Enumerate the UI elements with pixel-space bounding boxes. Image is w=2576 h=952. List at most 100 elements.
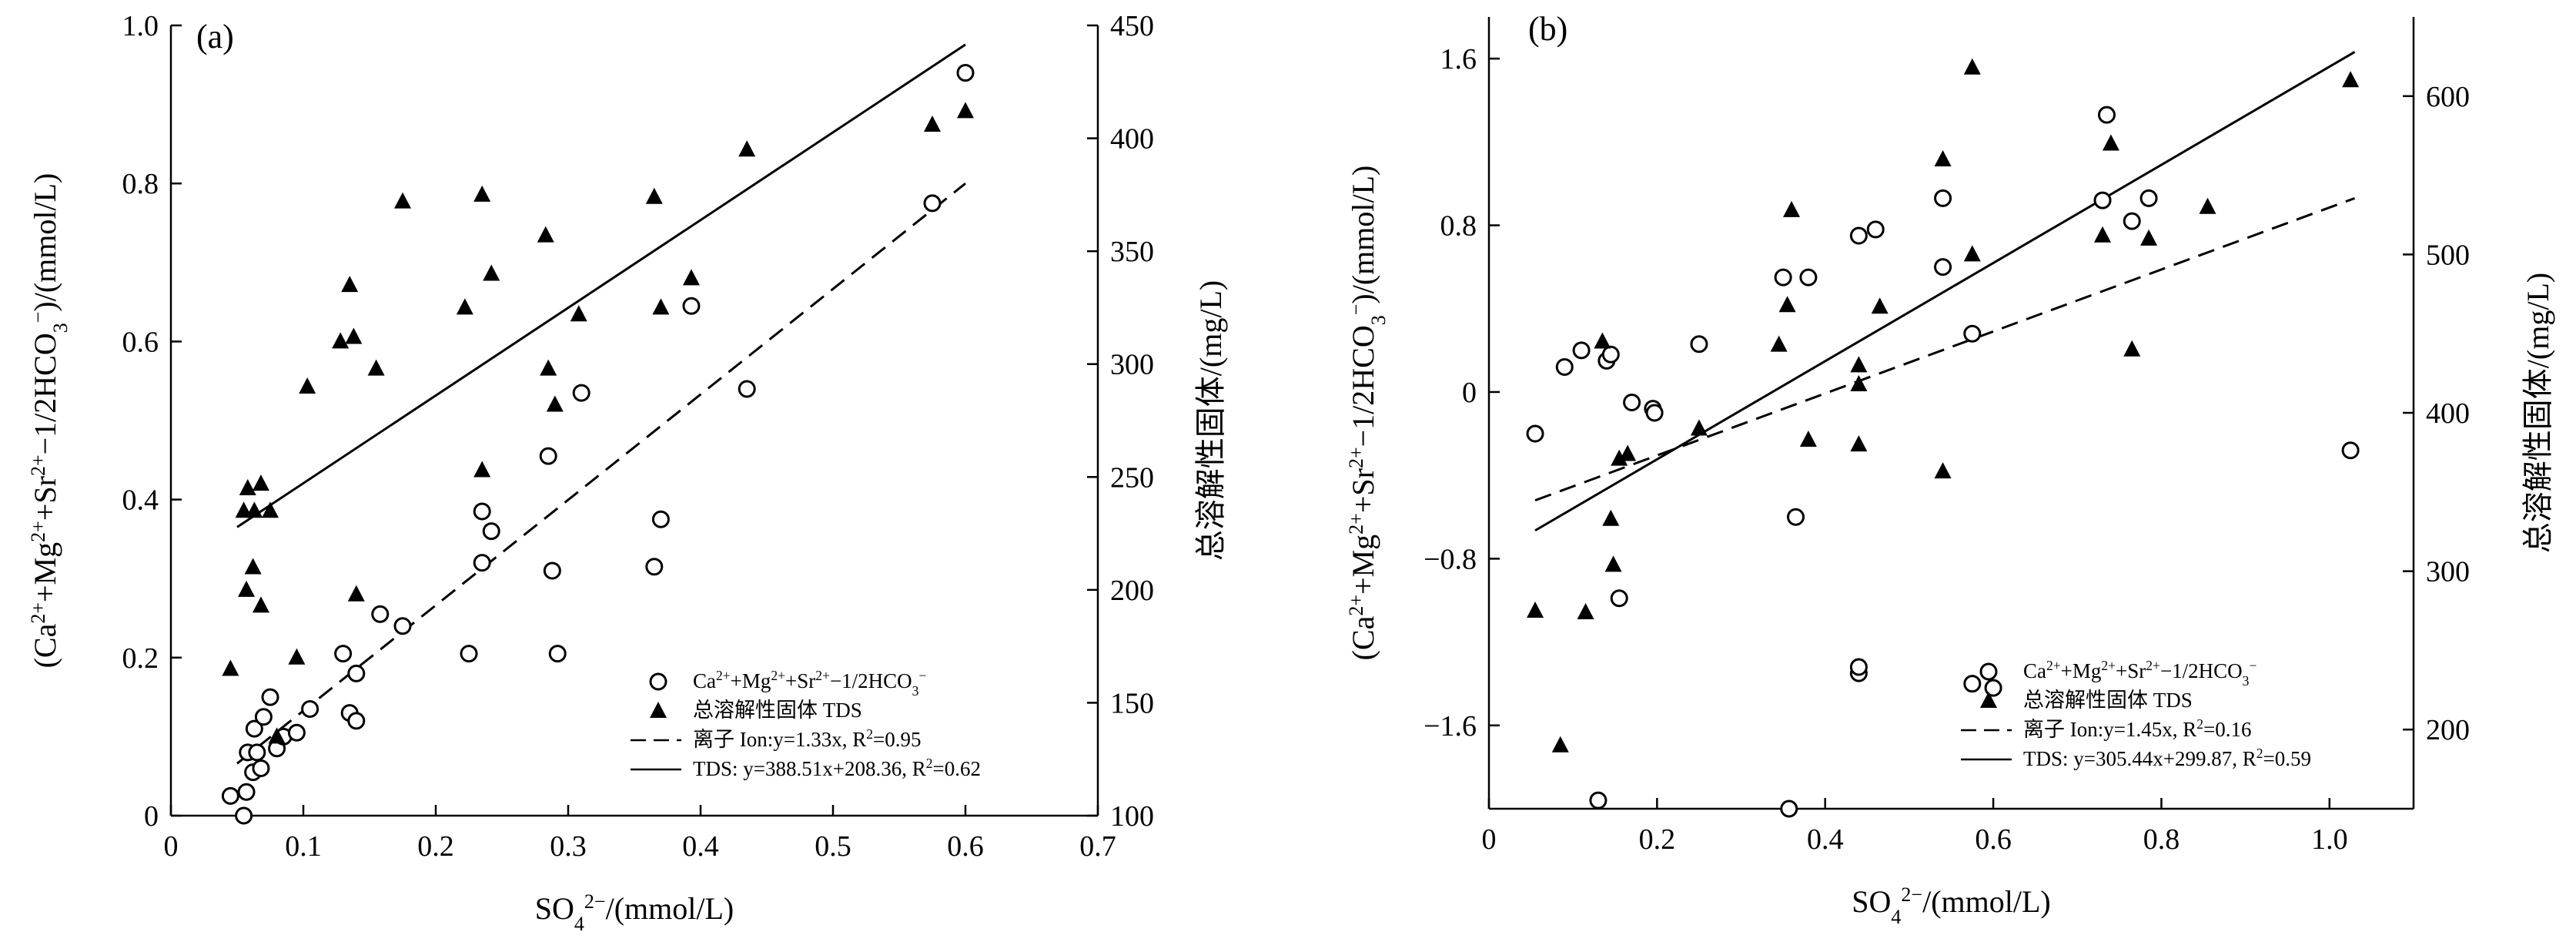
data-point-tds: [1551, 736, 1569, 753]
y2-tick-label: 200: [2426, 714, 2470, 746]
data-point-ion: [1601, 345, 1620, 364]
data-point-ion: [682, 297, 701, 315]
data-point-tds: [570, 305, 587, 322]
y2-axis-label: 总溶解性固体/(mg/L): [1193, 280, 1228, 561]
data-point-tds: [546, 395, 564, 412]
y-tick-label: 0: [144, 800, 159, 833]
y2-tick-label: 600: [2426, 81, 2470, 113]
y-tick-label: 1.6: [1440, 43, 1477, 75]
data-point-tds: [262, 501, 279, 518]
data-point-tds: [235, 501, 253, 518]
panel-label: (a): [196, 18, 234, 55]
data-point-tds: [345, 327, 363, 344]
data-point-tds: [2199, 197, 2216, 214]
y2-tick-label: 400: [1110, 123, 1154, 156]
data-point-ion: [2123, 212, 2141, 230]
data-point-tds: [2342, 71, 2360, 88]
data-point-ion: [287, 723, 306, 742]
data-point-ion: [1555, 357, 1574, 376]
data-point-tds: [540, 359, 557, 376]
data-point-tds: [1619, 444, 1637, 461]
y2-tick-label: 400: [2426, 397, 2470, 430]
x-tick-label: 0.1: [285, 830, 322, 863]
data-point-tds: [1594, 332, 1611, 349]
data-point-ion: [1610, 589, 1628, 608]
data-point-ion: [301, 699, 319, 718]
data-point-ion: [1787, 508, 1805, 526]
data-point-ion: [347, 712, 366, 730]
data-point-ion: [572, 384, 590, 402]
data-point-tds: [473, 185, 491, 202]
y2-tick-label: 350: [1110, 236, 1154, 268]
x-tick-label: 0.6: [947, 830, 984, 863]
data-point-ion: [334, 645, 353, 663]
y-tick-label: −1.6: [1423, 710, 1477, 742]
data-point-ion: [1774, 268, 1792, 287]
data-point-ion: [473, 554, 491, 572]
data-point-tds: [1527, 602, 1544, 618]
legend-marker-tds: [650, 702, 667, 718]
data-point-ion: [248, 743, 266, 762]
data-point-ion: [1799, 268, 1818, 287]
data-point-ion: [2139, 189, 2158, 207]
data-point-ion: [1849, 226, 1868, 245]
data-point-ion: [261, 688, 279, 706]
data-point-ion: [473, 502, 491, 521]
data-point-tds: [222, 659, 239, 676]
data-point-tds: [2123, 340, 2141, 357]
data-point-ion: [1963, 675, 1982, 693]
x-tick-label: 1.0: [2311, 823, 2348, 856]
data-point-tds: [394, 192, 411, 209]
data-point-tds: [1963, 245, 1981, 262]
data-point-ion: [347, 664, 366, 682]
data-point-tds: [2140, 229, 2158, 246]
data-point-ion: [1849, 658, 1868, 676]
data-point-ion: [371, 605, 390, 623]
data-point-ion: [245, 719, 263, 738]
x-tick-label: 0.7: [1079, 830, 1116, 863]
x-tick-label: 0.4: [1807, 823, 1844, 856]
x-tick-label: 0.5: [815, 830, 851, 863]
data-point-ion: [1572, 341, 1591, 360]
data-point-tds: [652, 298, 670, 315]
x-axis-label: SO42−/(mmol/L): [535, 890, 734, 935]
data-point-tds: [537, 226, 554, 243]
data-point-ion: [645, 558, 664, 576]
x-tick-label: 0: [1482, 823, 1497, 856]
x-tick-label: 0.6: [1975, 823, 2012, 856]
x-tick-label: 0.4: [682, 830, 719, 863]
legend-marker-ion: [649, 672, 667, 691]
fit-line-tds: [1534, 51, 2356, 532]
data-point-ion: [460, 645, 478, 663]
fit-line-ion: [1534, 196, 2356, 502]
data-point-ion: [1934, 189, 1952, 207]
data-point-tds: [347, 585, 365, 602]
data-point-ion: [252, 759, 270, 777]
y-tick-label: 0.6: [122, 326, 159, 358]
fit-line-tds: [236, 43, 966, 528]
y2-axis-label: 总溶解性固体/(mg/L): [2521, 273, 2555, 553]
data-point-tds: [238, 580, 256, 597]
data-point-tds: [268, 727, 286, 744]
legend-fit-tds: TDS: y=305.44x+299.87, R2=0.59: [2023, 746, 2311, 770]
data-point-ion: [1934, 258, 1952, 277]
panel-label: (b): [1528, 10, 1567, 48]
data-point-tds: [483, 264, 500, 281]
fit-line-ion: [236, 183, 966, 765]
legend-marker-tds: [1980, 692, 1997, 708]
data-point-ion: [738, 380, 756, 398]
data-point-tds: [1783, 200, 1801, 217]
y2-tick-label: 450: [1110, 10, 1154, 42]
data-point-tds: [252, 596, 269, 613]
y-axis-label: (Ca2++Mg2++Sr2+−1/2HCO3−)/(mmol/L): [1345, 166, 1390, 661]
data-point-tds: [738, 140, 756, 157]
data-point-ion: [2097, 106, 2116, 124]
data-point-tds: [682, 269, 700, 286]
data-point-tds: [456, 298, 473, 315]
chart-panel-b: 0 0.2 0.4 0.6 0.8 1.0 −1.6 −0.8 0 0.8 1.6 200 300 400…: [1345, 10, 2556, 928]
chart-panel-a: 0 0.1 0.2 0.3 0.4 0.5 0.6 0.7 0 0.2 0.4 0.6 0.8 1.0 10…: [27, 10, 1229, 935]
y-tick-label: 0.2: [122, 642, 159, 675]
data-point-tds: [332, 332, 350, 349]
data-point-tds: [299, 377, 316, 394]
